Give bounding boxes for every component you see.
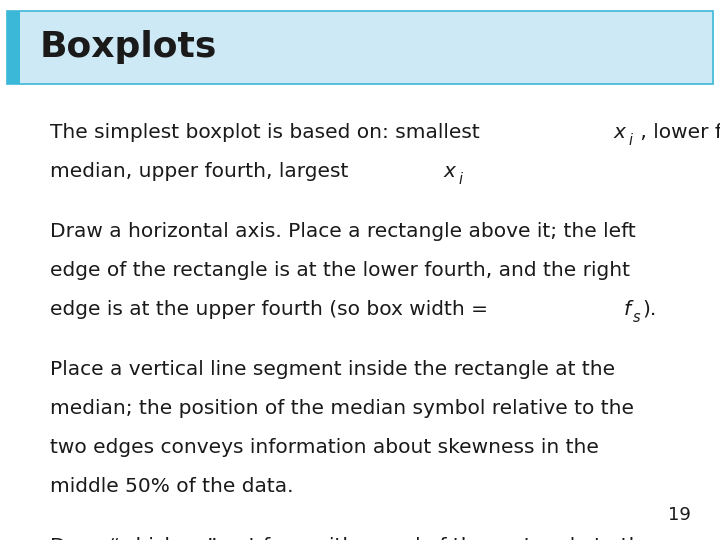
Text: , lower fourth: , lower fourth: [634, 123, 720, 141]
Text: middle 50% of the data.: middle 50% of the data.: [50, 476, 294, 496]
Text: x: x: [613, 123, 625, 141]
Text: f: f: [624, 300, 631, 319]
Bar: [7, 11, 20, 84]
Text: Boxplots: Boxplots: [40, 30, 217, 64]
Text: median, upper fourth, largest: median, upper fourth, largest: [50, 161, 355, 180]
Text: Draw “whiskers” out from either end of the rectangle to the: Draw “whiskers” out from either end of t…: [50, 537, 654, 540]
Text: s: s: [633, 309, 641, 325]
Text: 19: 19: [668, 506, 691, 524]
Text: Draw a horizontal axis. Place a rectangle above it; the left: Draw a horizontal axis. Place a rectangl…: [50, 222, 636, 241]
Bar: [7, 11, 713, 84]
Text: i: i: [459, 172, 463, 187]
Text: x: x: [444, 161, 456, 180]
Text: i: i: [629, 133, 632, 148]
Text: median; the position of the median symbol relative to the: median; the position of the median symbo…: [50, 399, 634, 418]
Text: edge of the rectangle is at the lower fourth, and the right: edge of the rectangle is at the lower fo…: [50, 261, 631, 280]
Text: ).: ).: [643, 300, 657, 319]
Text: edge is at the upper fourth (so box width =: edge is at the upper fourth (so box widt…: [50, 300, 495, 319]
Text: Place a vertical line segment inside the rectangle at the: Place a vertical line segment inside the…: [50, 360, 616, 379]
Text: two edges conveys information about skewness in the: two edges conveys information about skew…: [50, 437, 599, 457]
Text: The simplest boxplot is based on: smallest: The simplest boxplot is based on: smalle…: [50, 123, 487, 141]
